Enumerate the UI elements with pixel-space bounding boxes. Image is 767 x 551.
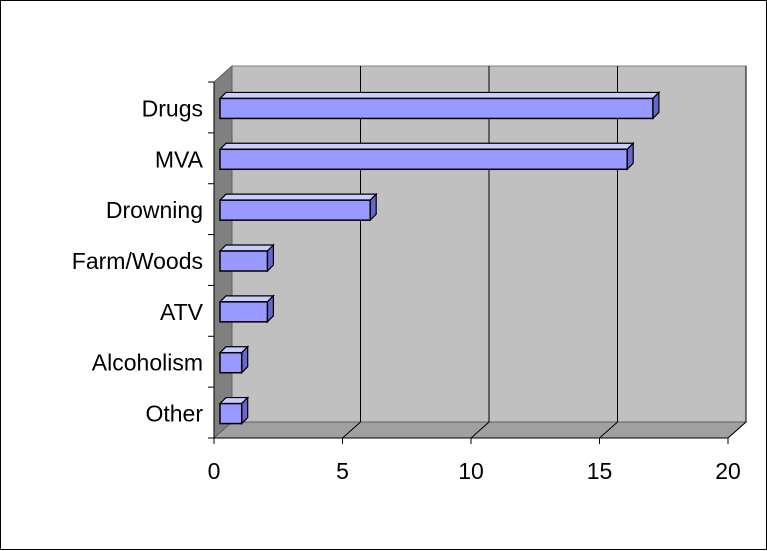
bar [218, 345, 250, 375]
bar-top [218, 244, 275, 252]
x-tick-label: 15 [587, 458, 613, 484]
x-tick-label: 5 [336, 458, 349, 484]
bar [218, 141, 635, 171]
bar-top [218, 193, 378, 201]
x-tick-label: 0 [208, 458, 221, 484]
floor-gridline [599, 421, 618, 439]
category-label: Farm/Woods [72, 248, 203, 274]
bar-face [219, 250, 269, 272]
bar [218, 90, 661, 120]
gridlines [342, 66, 747, 439]
bar-top [218, 295, 275, 303]
x-tick-label: 10 [458, 458, 484, 484]
bar-face [219, 97, 654, 120]
floor-gridline [342, 421, 361, 439]
floor-gridline [470, 421, 490, 439]
category-label: ATV [160, 299, 204, 325]
bars [218, 90, 661, 426]
floor-gridline [727, 421, 747, 439]
category-label: Alcoholism [92, 350, 203, 376]
axes [208, 81, 729, 444]
category-label: MVA [155, 146, 204, 172]
bar-face [219, 148, 628, 171]
bar-top [218, 91, 661, 100]
category-label: Other [145, 401, 203, 427]
category-label: Drowning [106, 197, 203, 223]
labels: 0 5 10 15 20 Drugs MVA Drowning Farm/Woods ATV Alc… [72, 95, 741, 484]
bar [218, 243, 275, 273]
plot-walls [212, 64, 748, 440]
bar-face [219, 402, 243, 425]
bar-face [219, 351, 243, 374]
bar [218, 396, 250, 426]
bar [218, 294, 275, 324]
category-label: Drugs [142, 95, 203, 121]
x-tick-label: 20 [715, 458, 741, 484]
bar-top [218, 142, 635, 150]
bar-face [219, 199, 371, 221]
bar [218, 192, 378, 222]
bar-face [219, 301, 269, 323]
